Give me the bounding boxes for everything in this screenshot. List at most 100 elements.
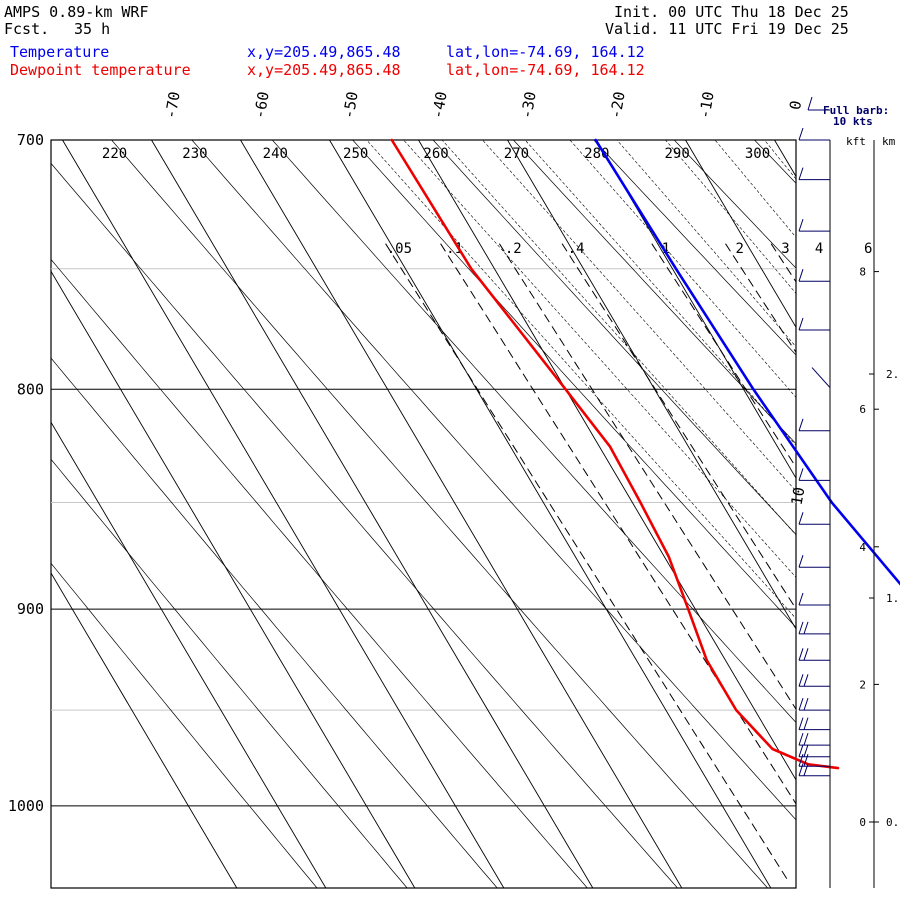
barb-legend-sample xyxy=(807,96,830,111)
isotherm-tick-label: -60 xyxy=(250,90,272,120)
wind-barb xyxy=(798,317,830,331)
isotherm-line xyxy=(329,140,772,888)
wind-barb xyxy=(798,127,830,141)
mixing-ratio-label: .4 xyxy=(568,241,585,257)
wind-barb xyxy=(798,468,830,481)
isotherm-line xyxy=(51,572,238,888)
isotherm-line xyxy=(62,140,505,888)
valid-time: Valid. 11 UTC Fri 19 Dec 25 xyxy=(605,20,849,38)
isotherm-line xyxy=(51,421,327,888)
dry-adiabat-line xyxy=(111,140,769,888)
mixing-ratio-line xyxy=(498,243,796,711)
dry-adiabat-line xyxy=(51,258,588,888)
barb-label-line2: 10 kts xyxy=(833,115,873,128)
legend-temperature-xy: x,y=205.49,865.48 xyxy=(247,43,401,61)
wind-barb xyxy=(811,367,831,388)
dry-adiabat-label: 240 xyxy=(263,146,288,162)
km-axis-label: km xyxy=(882,135,896,148)
moist-adiabat-line xyxy=(823,30,900,888)
moist-adiabat-line xyxy=(714,140,796,238)
isotherm-tick-label: -30 xyxy=(517,90,539,120)
moist-adiabat-line xyxy=(524,140,796,446)
wind-barb xyxy=(798,648,830,661)
isotherm-tick-label: -10 xyxy=(695,90,717,120)
kft-tick-label: 8 xyxy=(859,266,866,279)
pressure-tick-label: 700 xyxy=(17,131,44,149)
wind-barb xyxy=(798,674,830,687)
isotherm-line xyxy=(685,140,796,329)
wind-barb xyxy=(798,592,830,606)
pressure-tick-label: 1000 xyxy=(8,797,44,815)
legend-dewpoint-latlon: lat,lon=-74.69, 164.12 xyxy=(446,61,645,79)
pressure-tick-label: 800 xyxy=(17,380,44,398)
wind-barb xyxy=(798,697,830,711)
legend-temperature-name: Temperature xyxy=(10,43,110,61)
mixing-ratio-label: 4 xyxy=(815,241,823,257)
dry-adiabat-label: 300 xyxy=(745,146,770,162)
temperature-profile-line xyxy=(594,138,900,586)
legend-temperature-latlon: lat,lon=-74.69, 164.12 xyxy=(446,43,645,61)
dry-adiabat-line xyxy=(271,140,796,724)
wind-barb xyxy=(798,555,830,568)
mixing-ratio-label: .1 xyxy=(446,241,463,257)
mixing-ratio-line xyxy=(385,243,788,880)
mixing-ratio-label: 3 xyxy=(781,241,789,257)
wind-barb xyxy=(798,717,830,731)
wind-barb xyxy=(798,744,830,758)
wind-barb xyxy=(798,732,830,746)
dry-adiabat-line xyxy=(51,357,498,888)
isotherm-line xyxy=(240,140,683,888)
moist-adiabat-line xyxy=(868,30,900,888)
wind-barb xyxy=(798,512,830,525)
mixing-ratio-line xyxy=(805,244,900,879)
dry-adiabat-label: 250 xyxy=(343,146,368,162)
mixing-ratio-label: 6 xyxy=(864,241,872,257)
model-title: AMPS 0.89-km WRF xyxy=(4,3,149,21)
legend-dewpoint-xy: x,y=205.49,865.48 xyxy=(247,61,401,79)
mixing-ratio-label: 1 xyxy=(662,241,670,257)
pressure-tick-label: 900 xyxy=(17,600,44,618)
wind-barb xyxy=(798,218,830,232)
moist-adiabat-line xyxy=(616,140,796,348)
barb-label-line1: Full barb: xyxy=(823,104,889,117)
mixing-ratio-label: .2 xyxy=(505,241,522,257)
dry-adiabat-line xyxy=(756,58,900,900)
wind-barb xyxy=(798,763,830,777)
moist-adiabat-line xyxy=(441,140,796,536)
isotherm-line xyxy=(418,140,796,781)
isotherm-line xyxy=(51,270,416,888)
isotherm-tick-label: 10 xyxy=(788,486,809,507)
km-tick-label: 1. xyxy=(886,592,899,605)
moist-adiabat-line xyxy=(665,140,796,294)
isotherm-line xyxy=(596,140,796,480)
wind-barb xyxy=(798,418,830,432)
dry-adiabat-label: 230 xyxy=(182,146,207,162)
dry-adiabat-line xyxy=(352,140,796,628)
km-tick-label: 2. xyxy=(886,368,899,381)
kft-tick-label: 2 xyxy=(859,678,866,691)
dry-adiabat-line xyxy=(512,140,796,445)
wind-barb xyxy=(798,621,830,635)
dry-adiabat-line xyxy=(51,162,678,888)
km-tick-label: 0. xyxy=(886,816,899,829)
wind-barb xyxy=(798,167,830,181)
wind-barb xyxy=(798,269,830,282)
kft-tick-label: 4 xyxy=(859,541,866,554)
isotherm-tick-label: -50 xyxy=(339,90,361,120)
isotherm-tick-label: -20 xyxy=(606,90,628,120)
legend-dewpoint-name: Dewpoint temperature xyxy=(10,61,191,79)
dry-adiabat-label: 260 xyxy=(423,146,448,162)
wind-barb xyxy=(798,754,830,767)
fcst-value: 35 h xyxy=(74,20,111,38)
plot-frame xyxy=(50,139,797,889)
dry-adiabat-line xyxy=(51,562,318,888)
dry-adiabat-line xyxy=(673,140,796,269)
mixing-ratio-line xyxy=(440,243,796,805)
dry-adiabat-line xyxy=(754,140,796,184)
kft-axis-label: kft xyxy=(846,135,866,148)
isotherm-tick-label: -40 xyxy=(428,90,450,120)
moist-adiabat-line xyxy=(482,140,796,492)
mixing-ratio-label: 2 xyxy=(736,241,744,257)
fcst-label: Fcst. xyxy=(4,20,50,38)
